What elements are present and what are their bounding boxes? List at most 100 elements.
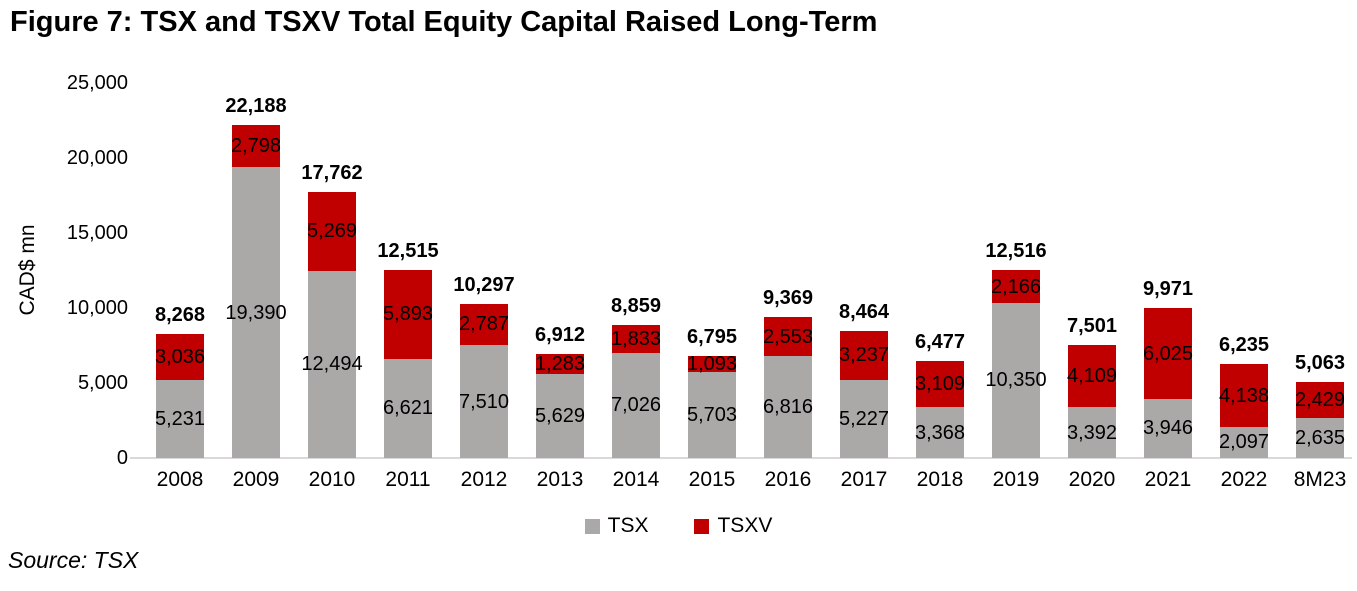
label-tsx-2015: 5,703 — [686, 404, 738, 427]
label-total-8M23: 5,063 — [1294, 352, 1346, 375]
bar-tsx-2016 — [764, 355, 812, 458]
x-label-2013: 2013 — [536, 468, 584, 491]
label-total-2020: 7,501 — [1066, 315, 1118, 338]
bar-tsx-2015 — [688, 372, 736, 458]
y-tick-10000: 10,000 — [66, 297, 128, 319]
x-label-2012: 2012 — [460, 468, 508, 491]
label-tsxv-2012: 2,787 — [458, 313, 510, 336]
x-label-2018: 2018 — [916, 468, 964, 491]
bar-tsx-2009 — [232, 167, 280, 458]
bar-tsx-8M23 — [1296, 418, 1344, 458]
bar-tsx-2010 — [308, 270, 356, 458]
bar-tsx-2018 — [916, 407, 964, 458]
label-tsx-2013: 5,629 — [534, 404, 586, 427]
label-total-2013: 6,912 — [534, 324, 586, 347]
bar-tsx-2022 — [1220, 426, 1268, 458]
bar-tsxv-2010 — [308, 191, 356, 271]
label-tsx-2009: 19,390 — [225, 301, 287, 324]
x-label-2017: 2017 — [840, 468, 888, 491]
label-total-2011: 12,515 — [377, 240, 439, 263]
label-tsxv-2022: 4,138 — [1218, 384, 1270, 407]
label-tsx-2014: 7,026 — [610, 394, 662, 417]
label-total-2019: 12,516 — [985, 240, 1047, 263]
label-tsxv-2021: 6,025 — [1142, 342, 1194, 365]
legend-item-tsxv: TSXV — [694, 514, 772, 538]
bar-tsx-2019 — [992, 302, 1040, 458]
label-tsx-2017: 5,227 — [838, 407, 890, 430]
label-tsxv-2019: 2,166 — [990, 275, 1042, 298]
label-total-2010: 17,762 — [301, 161, 363, 184]
label-total-2008: 8,268 — [154, 303, 206, 326]
tsx-legend-swatch-icon — [584, 518, 600, 534]
figure-title: Figure 7: TSX and TSXV Total Equity Capi… — [10, 6, 878, 38]
x-label-2010: 2010 — [308, 468, 356, 491]
bar-tsx-2008 — [156, 379, 204, 458]
bar-tsxv-2020 — [1068, 345, 1116, 408]
bar-tsxv-2016 — [764, 317, 812, 356]
label-tsxv-2014: 1,833 — [610, 327, 662, 350]
y-tick-0: 0 — [116, 447, 128, 469]
y-tick-15000: 15,000 — [66, 222, 128, 244]
x-label-2011: 2011 — [385, 468, 431, 491]
x-label-2021: 2021 — [1144, 468, 1192, 491]
label-tsxv-2016: 2,553 — [762, 325, 814, 348]
y-tick-25000: 25,000 — [66, 72, 128, 94]
tsxv-legend-swatch-icon — [694, 518, 710, 534]
label-tsx-2018: 3,368 — [914, 421, 966, 444]
source-note: Source: TSX — [8, 547, 139, 573]
label-tsx-2008: 5,231 — [154, 407, 206, 430]
x-label-8M23: 8M23 — [1293, 468, 1347, 491]
x-axis-line — [130, 457, 1352, 459]
bar-tsx-2014 — [612, 352, 660, 458]
label-tsxv-2011: 5,893 — [382, 303, 434, 326]
bar-tsx-2021 — [1144, 398, 1192, 458]
label-tsxv-2017: 3,237 — [838, 344, 890, 367]
label-total-2015: 6,795 — [686, 326, 738, 349]
label-tsx-2022: 2,097 — [1218, 431, 1270, 454]
bar-tsx-2011 — [384, 358, 432, 458]
bar-tsx-2012 — [460, 345, 508, 458]
y-axis-title: CAD$ mn — [16, 224, 39, 316]
label-tsx-2020: 3,392 — [1066, 421, 1118, 444]
bar-tsx-2013 — [536, 373, 584, 458]
label-tsx-2016: 6,816 — [762, 395, 814, 418]
label-tsx-8M23: 2,635 — [1294, 427, 1346, 450]
bar-tsxv-8M23 — [1296, 382, 1344, 419]
x-label-2014: 2014 — [612, 468, 660, 491]
label-tsxv-2020: 4,109 — [1066, 365, 1118, 388]
label-tsxv-2010: 5,269 — [306, 220, 358, 243]
x-label-2022: 2022 — [1220, 468, 1268, 491]
bar-tsxv-2015 — [688, 356, 736, 373]
x-label-2016: 2016 — [764, 468, 812, 491]
bar-tsxv-2008 — [156, 333, 204, 380]
bar-tsx-2017 — [840, 379, 888, 458]
x-label-2009: 2009 — [232, 468, 280, 491]
x-label-2020: 2020 — [1068, 468, 1116, 491]
tsx-legend-label: TSX — [607, 514, 649, 537]
label-tsx-2019: 10,350 — [985, 369, 1047, 392]
x-label-2019: 2019 — [992, 468, 1040, 491]
label-total-2018: 6,477 — [914, 330, 966, 353]
label-tsxv-2015: 1,093 — [686, 353, 738, 376]
bar-tsxv-2011 — [384, 270, 432, 359]
label-tsxv-2013: 1,283 — [534, 352, 586, 375]
label-tsxv-2008: 3,036 — [154, 345, 206, 368]
x-label-2015: 2015 — [688, 468, 736, 491]
label-total-2017: 8,464 — [838, 301, 890, 324]
x-label-2008: 2008 — [156, 468, 204, 491]
bar-tsx-2020 — [1068, 407, 1116, 458]
label-tsx-2011: 6,621 — [382, 397, 434, 420]
label-tsxv-2009: 2,798 — [230, 135, 282, 158]
label-tsx-2010: 12,494 — [301, 353, 363, 376]
label-total-2016: 9,369 — [762, 287, 814, 310]
bar-tsxv-2022 — [1220, 364, 1268, 427]
bar-tsxv-2017 — [840, 331, 888, 380]
bar-tsxv-2009 — [232, 125, 280, 168]
label-total-2012: 10,297 — [453, 273, 515, 296]
legend: TSX TSXV — [0, 514, 1357, 538]
legend-item-tsx: TSX — [584, 514, 649, 538]
bar-tsxv-2013 — [536, 354, 584, 374]
bar-tsxv-2018 — [916, 360, 964, 408]
label-total-2009: 22,188 — [225, 95, 287, 118]
